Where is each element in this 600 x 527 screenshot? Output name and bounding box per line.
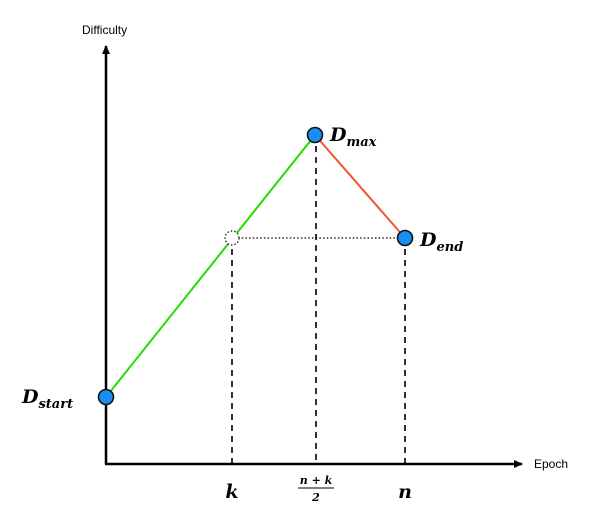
- tick-mid-denominator: 2: [311, 491, 320, 504]
- end-label-subscript: end: [436, 240, 463, 255]
- max-label: Dmax: [329, 124, 377, 150]
- x-axis-title: Epoch: [534, 457, 568, 471]
- y-axis-title: Difficulty: [82, 23, 127, 37]
- max-label-subscript: max: [346, 135, 376, 150]
- start-point: [97, 388, 115, 406]
- end-label: Dend: [419, 229, 463, 255]
- falling-segment: [314, 134, 406, 239]
- max-label-symbol: D: [329, 124, 347, 146]
- start-label-symbol: D: [21, 386, 39, 408]
- tick-mid-numerator: n + k: [300, 474, 333, 487]
- tick-k: k: [225, 481, 238, 503]
- start-label: Dstart: [21, 386, 73, 412]
- end-point: [396, 229, 414, 247]
- start-label-subscript: start: [38, 397, 73, 412]
- rising-segment: [105, 134, 316, 398]
- end-label-symbol: D: [419, 229, 437, 251]
- max-point: [306, 126, 324, 144]
- tick-n: n: [398, 481, 412, 503]
- k-intersection-marker: [224, 230, 240, 246]
